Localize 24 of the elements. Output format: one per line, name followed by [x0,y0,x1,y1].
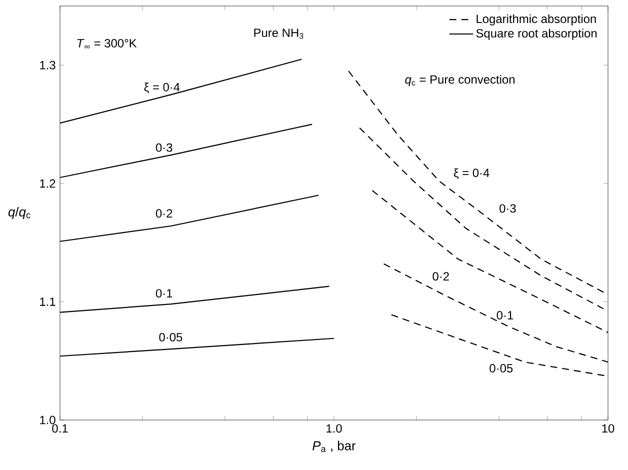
annotation: 0·05 [159,332,182,342]
annotation: ξ = 0·4 [144,82,180,94]
annotation: 0·1 [496,311,514,320]
annotation: 0·3 [500,204,516,213]
annotation: T$_{∞}$ = 300°K [77,39,137,48]
annotation: q$_{c}$ = Pure convection [405,74,514,86]
x-tick-label: 0.1 [52,424,68,433]
annotation: 0·05 [490,364,513,372]
y-tick-label: 1.1 [40,298,56,306]
y-tick-label: 1.2 [40,179,56,188]
x-tick-label: 1.0 [326,424,342,433]
annotation: ξ = 0·4 [454,168,490,180]
annotation: Pure NH$_{3}$ [254,28,304,39]
x-tick-label: 10 [602,424,614,433]
annotation: 0·3 [156,143,172,152]
legend-label: Logarithmic absorption [476,14,596,26]
x-axis-title: P$_{a}$ , bar [312,440,356,452]
y-tick-label: 1.0 [40,416,56,424]
annotation: 0·2 [432,272,449,281]
y-axis-title: q/q$_{c}$ [8,206,30,220]
legend-label: Square root absorption [476,28,597,40]
y-tick-label: 1.3 [40,60,56,70]
annotation: 0·1 [156,289,172,298]
annotation: 0·2 [156,209,172,218]
